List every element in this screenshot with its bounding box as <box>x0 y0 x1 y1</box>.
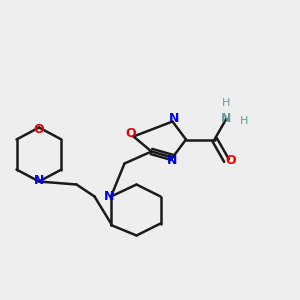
Text: N: N <box>167 154 178 167</box>
Text: O: O <box>125 127 136 140</box>
Text: N: N <box>221 112 232 125</box>
Text: O: O <box>226 154 236 167</box>
Text: N: N <box>104 190 115 203</box>
Text: H: H <box>222 98 231 109</box>
Text: H: H <box>240 116 249 127</box>
Text: O: O <box>34 122 44 136</box>
Text: N: N <box>34 173 44 187</box>
Text: N: N <box>169 112 179 125</box>
